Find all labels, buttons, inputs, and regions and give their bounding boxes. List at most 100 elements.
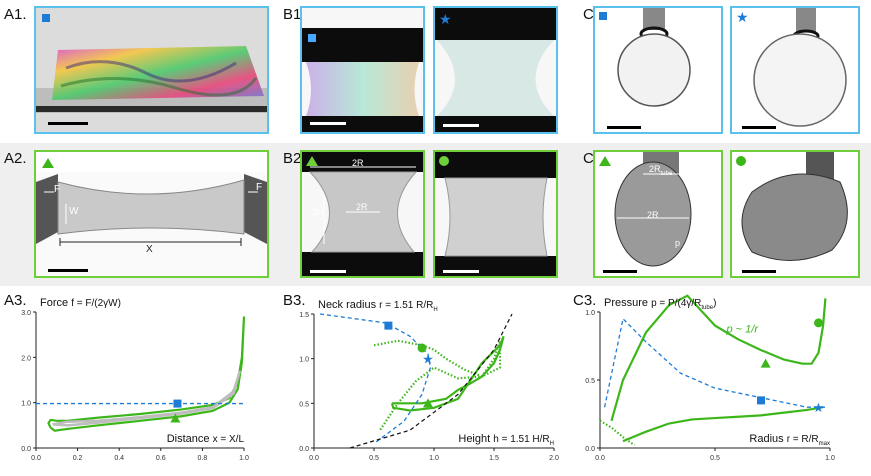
photo-c2-right (730, 150, 860, 278)
photo-b1-left (300, 6, 425, 134)
scale-bar (742, 270, 776, 273)
x-tick-label: 0.0 (595, 455, 605, 462)
triangle-marker (760, 358, 771, 368)
y-axis-label: Neck radius r = 1.51 R/RH (318, 299, 438, 313)
force-label-left: F (54, 184, 61, 195)
square-marker-icon (42, 14, 50, 22)
label-b3: B3. (283, 292, 306, 309)
annotation-label: p ~ 1/r (726, 323, 760, 335)
width-label: W (69, 206, 79, 217)
bubble-image (617, 8, 691, 107)
scale-bar (310, 270, 346, 273)
label-a2: A2. (4, 150, 27, 167)
pressure-label: p (675, 238, 681, 248)
scale-bar (443, 270, 479, 273)
y-tick-label: 0.0 (299, 446, 309, 453)
distance-label: X (146, 244, 153, 255)
photo-c1-left (593, 6, 723, 134)
scale-bar (48, 269, 88, 272)
star-marker-icon: ★ (736, 9, 749, 25)
x-tick-label: 0.4 (114, 455, 124, 462)
x-tick-label: 0.6 (156, 455, 166, 462)
x-tick-label: 0.0 (31, 455, 41, 462)
series-line-black-dashed (349, 313, 513, 449)
y-tick-label: 0.5 (585, 378, 595, 385)
label-a3: A3. (4, 292, 27, 309)
triangle-marker (170, 413, 181, 423)
series-line-green-loop (47, 316, 246, 432)
photo-b2-left: 2R 2H 2R (300, 150, 425, 278)
bubble-image (753, 8, 847, 127)
x-axis-label: Radius r = R/Rmax (749, 433, 830, 447)
x-tick-label: 0.5 (710, 455, 720, 462)
series-line-grey-loop (52, 370, 242, 427)
square-marker-icon (599, 12, 607, 20)
force-label-right: F (256, 182, 263, 193)
series-line-green-solid (390, 335, 505, 412)
y-tick-label: 1.0 (21, 401, 31, 408)
x-tick-label: 1.0 (429, 455, 439, 462)
x-tick-label: 0.8 (198, 455, 208, 462)
x-tick-label: 1.5 (489, 455, 499, 462)
scale-bar (742, 126, 776, 129)
y-tick-label: 3.0 (21, 310, 31, 317)
star-marker: ★ (813, 400, 825, 415)
series-line-green-solid (610, 294, 827, 422)
radius-label-top: 2R (352, 158, 364, 168)
series-line-green-dotted (373, 339, 502, 431)
star-marker: ★ (422, 352, 434, 367)
triangle-marker-icon (306, 156, 318, 166)
square-marker (384, 321, 393, 330)
series-line-blue-dashed (319, 313, 432, 445)
label-a1: A1. (4, 6, 27, 23)
scale-bar (443, 124, 479, 127)
label-c3: C3. (573, 292, 597, 309)
y-tick-label: 0.0 (21, 446, 31, 453)
series-line-green-solid (622, 406, 824, 443)
y-tick-label: 1.0 (299, 357, 309, 364)
x-axis-label: Distance x = X/L (167, 433, 245, 445)
scale-bar (607, 126, 641, 129)
chart-c3: 0.0 0.5 1.0 0.0 0.5 1.0 ★ Pressure p = P/(4γ/Rt… (585, 294, 835, 462)
x-tick-label: 2.0 (549, 455, 559, 462)
y-tick-label: 0.5 (299, 401, 309, 408)
x-tick-label: 0.0 (309, 455, 319, 462)
photo-a1 (34, 6, 269, 134)
y-tick-label: 2.0 (21, 355, 31, 362)
chart-b3: 0.0 0.5 1.0 1.5 2.0 0.0 0.5 1.0 1.5 ★ Neck radius … (299, 299, 559, 462)
photo-a2: F F W X (34, 150, 269, 278)
triangle-marker-icon (599, 156, 611, 166)
y-tick-label: 1.5 (299, 312, 309, 319)
scale-bar (310, 122, 346, 125)
body-radius-label: 2R (647, 210, 659, 220)
x-tick-label: 0.5 (369, 455, 379, 462)
chart-a3: 0.0 0.2 0.4 0.6 0.8 1.0 0.0 1.0 2.0 3.0 Force f = … (21, 297, 249, 462)
photo-b1-right: ★ (433, 6, 558, 134)
square-marker-icon (308, 34, 316, 42)
label-b2: B2. (283, 150, 306, 167)
bridge-image (435, 8, 556, 132)
bridge-image (435, 152, 556, 276)
series-line-green-dotted (599, 419, 636, 447)
photo-c1-right: ★ (730, 6, 860, 134)
bubble-image (741, 152, 848, 261)
film-image (36, 8, 267, 132)
scale-bar (48, 122, 88, 125)
photo-b2-right (433, 150, 558, 278)
square-marker (173, 399, 182, 408)
square-marker (757, 396, 765, 405)
x-tick-label: 0.2 (73, 455, 83, 462)
x-axis-label: Height h = 1.51 H/RH (458, 433, 554, 447)
star-marker-icon: ★ (439, 11, 452, 27)
y-tick-label: 0.0 (585, 446, 595, 453)
label-b1: B1. (283, 6, 306, 23)
triangle-marker-icon (42, 158, 54, 168)
series-line-blue-dashed (603, 317, 826, 408)
bubble-image (614, 152, 692, 267)
circle-marker (814, 318, 823, 328)
bridge-image (302, 28, 423, 132)
x-tick-label: 1.0 (825, 455, 835, 462)
circle-marker-icon (736, 156, 746, 166)
circle-marker-icon (439, 156, 449, 166)
radius-label-mid: 2R (356, 202, 368, 212)
